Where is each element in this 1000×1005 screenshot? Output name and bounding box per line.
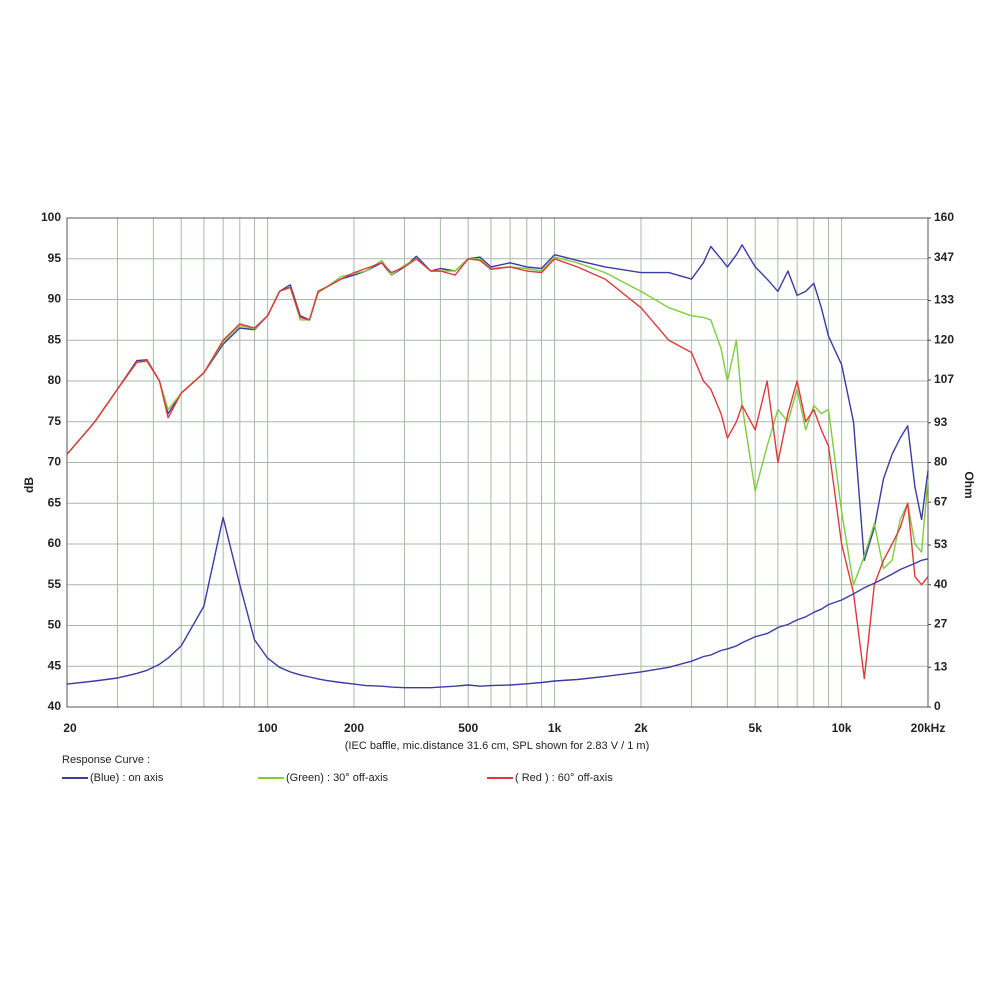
y2-tick-label: 13 (934, 659, 948, 673)
y-tick-label: 90 (48, 292, 62, 306)
y-tick-label: 65 (48, 495, 62, 509)
y-tick-label: 95 (48, 251, 62, 265)
y-tick-label: 55 (48, 577, 62, 591)
y2-tick-label: 93 (934, 415, 948, 429)
y-tick-label: 80 (48, 373, 62, 387)
y-tick-label: 50 (48, 618, 62, 632)
series-line (66, 516, 929, 689)
x-tick-label: 200 (344, 721, 364, 735)
legend-label: ( Red ) : 60° off-axis (515, 772, 613, 784)
y2-tick-label: 67 (934, 494, 948, 508)
y-tick-label: 60 (48, 536, 62, 550)
legend-label: (Blue) : on axis (90, 772, 164, 784)
series-line (66, 244, 929, 561)
x-tick-label: 500 (458, 721, 478, 735)
y-tick-label: 45 (48, 658, 62, 672)
y2-tick-label: 0 (934, 699, 941, 713)
y2-tick-label: 120 (934, 332, 954, 346)
x-tick-label: 5k (749, 721, 763, 735)
x-tick-label: 10k (832, 721, 852, 735)
x-tick-label: 20kHz (911, 721, 946, 735)
y-tick-label: 40 (48, 699, 62, 713)
y-tick-label: 75 (48, 414, 62, 428)
legend-label: (Green) : 30° off-axis (286, 772, 389, 784)
y2-tick-label: 107 (934, 372, 954, 386)
x-tick-label: 100 (258, 721, 278, 735)
series-line (66, 256, 929, 586)
y2-tick-label: 160 (934, 210, 954, 224)
legend-title: Response Curve : (62, 754, 150, 766)
y2-tick-label: 53 (934, 537, 948, 551)
x-tick-label: 2k (634, 721, 648, 735)
y-tick-label: 70 (48, 455, 62, 469)
series-line (66, 258, 929, 680)
y2-tick-label: 80 (934, 455, 948, 469)
x-tick-label: 1k (548, 721, 562, 735)
y2-axis-label: Ohm (962, 471, 976, 498)
y2-tick-label: 133 (934, 293, 954, 307)
y2-tick-label: 40 (934, 577, 948, 591)
y-tick-label: 85 (48, 332, 62, 346)
y2-tick-label: 27 (934, 617, 948, 631)
plot-frame (66, 217, 929, 708)
x-tick-label: 20 (63, 721, 77, 735)
y-tick-label: 100 (41, 210, 61, 224)
y2-tick-label: 347 (934, 250, 954, 264)
subtitle: (IEC baffle, mic.distance 31.6 cm, SPL s… (345, 740, 649, 752)
y-axis-label: dB (22, 477, 36, 493)
